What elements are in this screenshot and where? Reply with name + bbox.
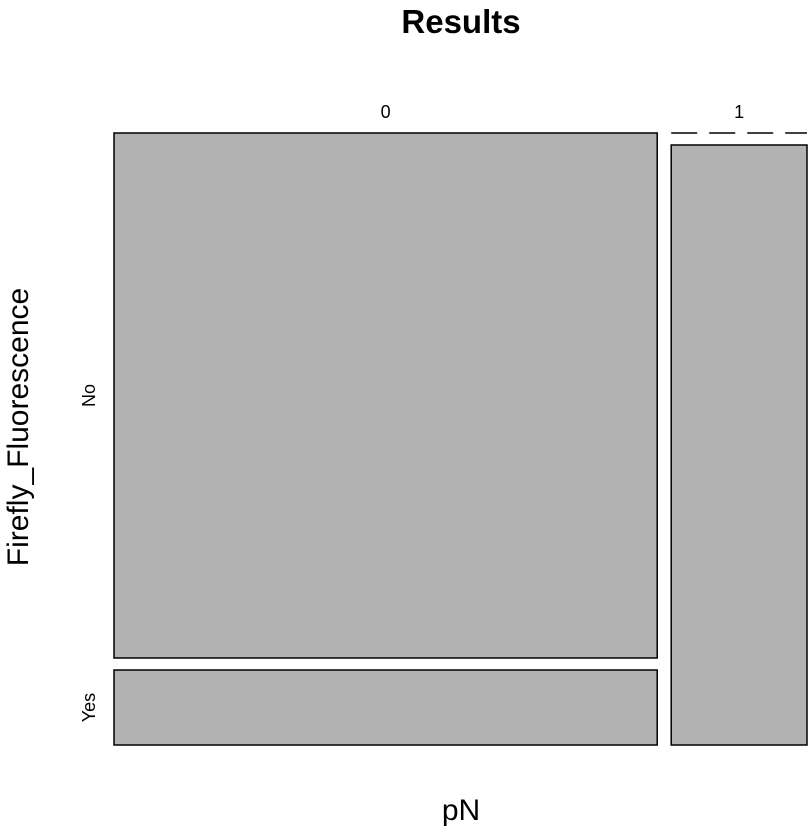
- chart-title: Results: [401, 3, 520, 40]
- x-tick-label: 0: [381, 102, 391, 122]
- y-tick-label: Yes: [79, 693, 99, 722]
- y-tick-labels: No Yes: [79, 384, 99, 722]
- mosaic-tile-0-yes: [113, 669, 658, 746]
- x-axis-label: pN: [442, 794, 480, 827]
- y-axis-label: Firefly_Fluorescence: [2, 288, 35, 566]
- y-tick-label: No: [79, 384, 99, 407]
- mosaic-tile-0-no: [113, 132, 658, 659]
- x-tick-label: 1: [734, 102, 744, 122]
- mosaic-tile-1-no: [670, 144, 808, 746]
- mosaic-tiles: [113, 132, 808, 746]
